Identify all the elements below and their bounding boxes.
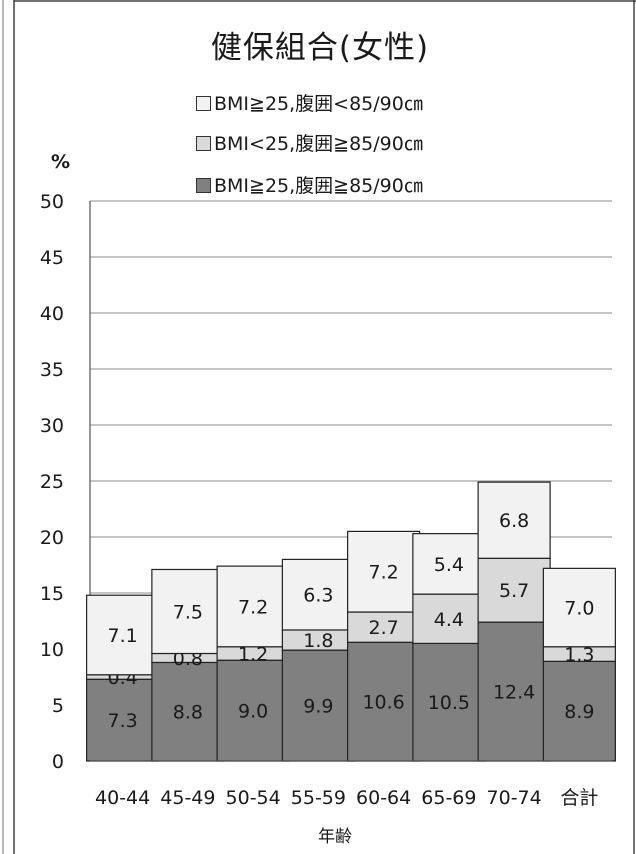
legend-item-bmi-high-waist-high: BMI≧25,腹囲≧85/90㎝ (196, 171, 423, 198)
legend-item-bmi-high-waist-low: BMI≧25,腹囲<85/90㎝ (196, 89, 423, 116)
legend-swatch (196, 136, 211, 151)
legend-label: BMI<25,腹囲≧85/90㎝ (214, 133, 423, 155)
legend-swatch (196, 178, 211, 193)
x-axis-title: 年齢 (318, 827, 352, 847)
chart-title: 健保組合(女性) (210, 30, 430, 66)
legend-item-bmi-low-waist-high: BMI<25,腹囲≧85/90㎝ (196, 129, 423, 156)
legend-label: BMI≧25,腹囲<85/90㎝ (214, 93, 423, 115)
y-unit-label: % (51, 151, 71, 173)
legend-label: BMI≧25,腹囲≧85/90㎝ (214, 175, 423, 197)
legend-swatch (196, 96, 211, 111)
